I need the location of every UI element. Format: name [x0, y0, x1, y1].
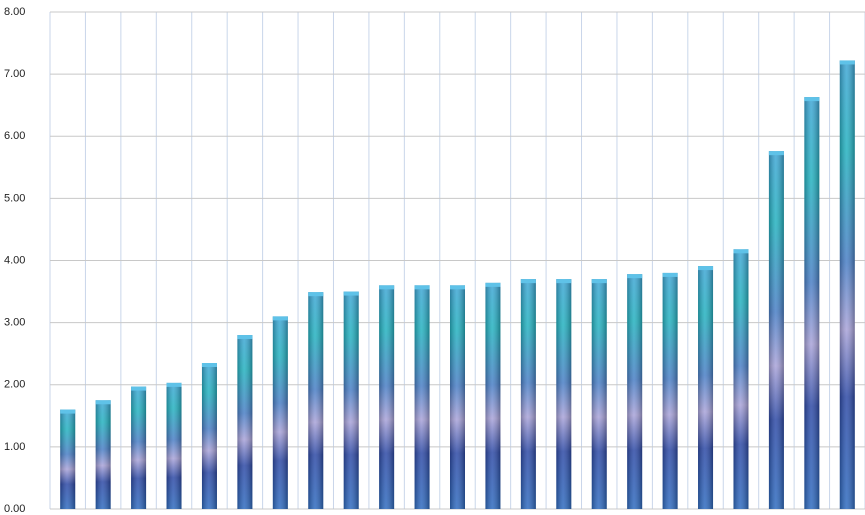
- bar-cap: [237, 335, 253, 340]
- bar-cap: [379, 285, 395, 290]
- bar-cap: [308, 292, 324, 297]
- bar-shade: [520, 279, 536, 509]
- bar-shade: [733, 249, 749, 509]
- bar-shade: [591, 279, 607, 509]
- bar-cap: [450, 285, 465, 290]
- y-tick-label: 7.00: [4, 68, 25, 80]
- y-tick-label: 3.00: [4, 317, 25, 329]
- bar-cap: [733, 249, 749, 254]
- y-tick-label: 1.00: [4, 441, 25, 453]
- bar-cap: [343, 291, 359, 296]
- bar-cap: [839, 60, 855, 65]
- bar-cap: [485, 282, 501, 287]
- bar-shade: [237, 335, 253, 509]
- bar-cap: [591, 279, 607, 284]
- bar-shade: [768, 151, 784, 509]
- bar-cap: [166, 382, 182, 387]
- bar-shade: [379, 285, 395, 509]
- bars: [60, 60, 855, 510]
- bar-shade: [95, 400, 111, 509]
- y-tick-label: 0.00: [4, 503, 25, 515]
- bar-shade: [272, 316, 288, 509]
- bar-cap: [414, 285, 430, 290]
- bar-cap: [272, 316, 288, 321]
- y-tick-label: 4.00: [4, 254, 25, 266]
- bar-shade: [131, 386, 147, 509]
- bar-shade: [343, 291, 359, 509]
- bar-shade: [839, 60, 855, 510]
- bar-cap: [627, 274, 643, 279]
- bar-cap: [556, 279, 572, 284]
- bar-shade: [804, 97, 820, 509]
- bar-shade: [662, 272, 678, 509]
- y-tick-label: 5.00: [4, 192, 25, 204]
- bar-shade: [308, 292, 324, 509]
- bar-cap: [131, 386, 147, 391]
- bar-cap: [698, 266, 714, 271]
- bar-cap: [520, 279, 536, 284]
- bar-cap: [60, 409, 76, 414]
- bar-shade: [450, 285, 465, 509]
- bar-shade: [698, 266, 714, 509]
- y-tick-label: 6.00: [4, 130, 25, 142]
- bar-shade: [556, 279, 572, 509]
- bar-shade: [166, 382, 182, 509]
- bar-cap: [768, 151, 784, 156]
- y-tick-label: 2.00: [4, 379, 25, 391]
- bar-cap: [95, 400, 111, 405]
- bar-shade: [627, 274, 643, 509]
- bar-shade: [60, 409, 76, 509]
- bar-shade: [414, 285, 430, 509]
- y-tick-label: 8.00: [4, 6, 25, 18]
- bar-cap: [662, 272, 678, 277]
- bar-cap: [804, 97, 820, 102]
- bar-cap: [201, 363, 217, 368]
- bar-shade: [201, 363, 217, 509]
- bar-shade: [485, 282, 501, 509]
